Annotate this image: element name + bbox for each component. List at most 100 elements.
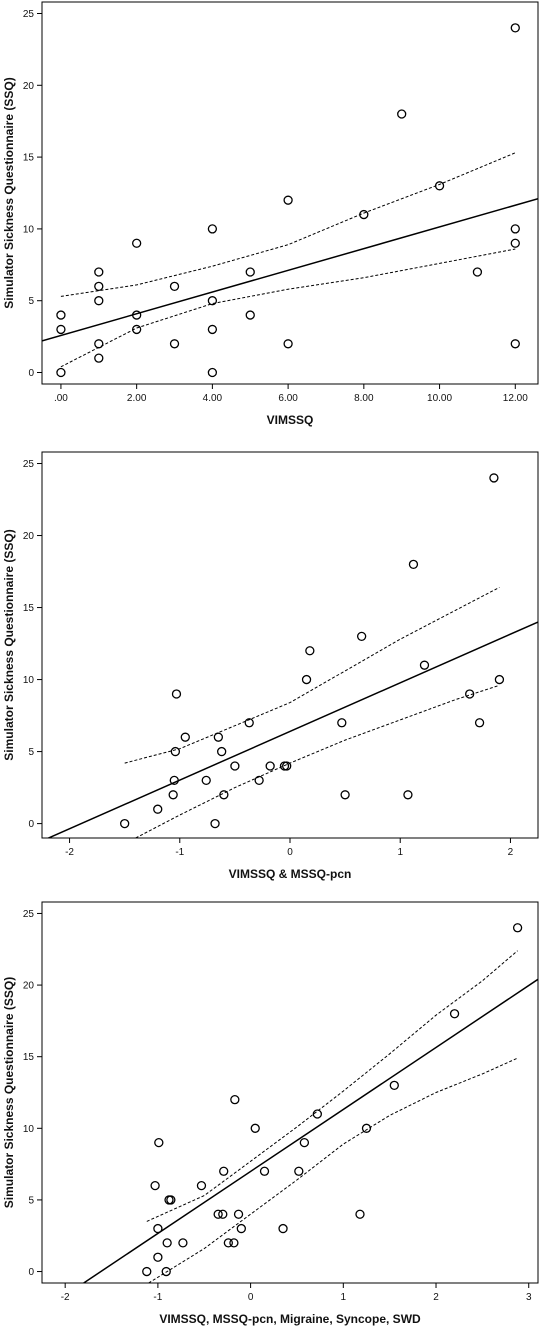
data-point <box>161 1266 171 1277</box>
data-point <box>265 761 275 771</box>
y-tick-label: 0 <box>28 1267 34 1278</box>
data-point <box>207 224 218 234</box>
data-point <box>210 818 220 829</box>
data-point <box>219 790 229 800</box>
data-point <box>180 732 190 742</box>
data-point <box>230 1095 240 1105</box>
y-tick-label: 15 <box>23 1052 35 1063</box>
y-tick-label: 0 <box>28 819 34 830</box>
data-point <box>56 310 66 320</box>
data-point <box>244 718 254 728</box>
data-point <box>236 1223 246 1234</box>
data-point <box>230 761 240 771</box>
data-point <box>278 1223 288 1234</box>
y-tick-label: 20 <box>23 531 35 542</box>
y-tick-label: 20 <box>23 981 35 992</box>
plot-layer <box>42 152 538 368</box>
data-point <box>171 689 182 699</box>
y-tick-label: 15 <box>23 153 35 164</box>
regression-line <box>42 197 538 342</box>
data-point <box>355 1209 365 1219</box>
data-point <box>294 1166 304 1176</box>
data-point <box>361 1123 372 1133</box>
data-point <box>213 1209 223 1219</box>
data-point <box>419 660 430 670</box>
y-tick-label: 25 <box>23 9 35 20</box>
data-point <box>510 23 520 33</box>
x-tick-label: .00 <box>54 393 68 404</box>
data-point <box>359 209 369 220</box>
x-tick-label: -1 <box>153 1292 162 1303</box>
data-point <box>94 296 104 306</box>
data-point <box>510 224 520 234</box>
data-point <box>356 631 367 642</box>
data-point <box>169 281 180 291</box>
data-point <box>229 1238 239 1248</box>
data-point <box>219 1166 229 1176</box>
data-point <box>169 339 180 349</box>
x-tick-label: 12.00 <box>503 393 528 404</box>
y-tick-label: 10 <box>23 224 35 235</box>
data-point <box>153 1223 163 1234</box>
plot-frame <box>41 451 539 839</box>
x-axis-title: VIMSSQ, MSSQ-pcn, Migraine, Syncope, SWD <box>159 1312 421 1326</box>
data-point <box>434 181 445 191</box>
confidence-band-upper <box>60 152 516 297</box>
data-point <box>178 1238 188 1248</box>
x-tick-label: -2 <box>61 1292 70 1303</box>
data-point <box>150 1180 160 1191</box>
data-point <box>213 732 224 742</box>
regression-line <box>83 978 538 1283</box>
x-tick-label: 1 <box>341 1292 347 1303</box>
data-point <box>250 1123 260 1133</box>
data-point <box>465 689 475 699</box>
data-point <box>168 790 178 800</box>
x-tick-label: -2 <box>65 847 74 858</box>
data-point <box>153 804 163 814</box>
data-point <box>170 746 181 757</box>
x-axis-title: VIMSSQ & MSSQ-pcn <box>229 867 352 881</box>
data-point <box>337 718 347 728</box>
data-point <box>449 1009 460 1019</box>
data-point <box>489 473 499 483</box>
plot-frame <box>41 1 539 385</box>
x-tick-label: 0 <box>287 847 293 858</box>
scatter-panel-vimssq: 0 5 10 15 20 25 .00 2.00 4.00 6.00 8.00 10.00 12.00 V… <box>2 1 539 427</box>
data-point <box>301 674 312 685</box>
data-point <box>132 310 142 320</box>
data-point <box>207 296 218 306</box>
y-tick-label: 10 <box>23 1124 35 1135</box>
data-point <box>510 238 520 248</box>
data-point <box>474 718 485 728</box>
data-point <box>217 746 227 757</box>
data-point <box>132 238 142 248</box>
data-point <box>207 367 218 378</box>
confidence-band-upper <box>146 950 518 1222</box>
plot-layer <box>83 950 538 1283</box>
x-tick-label: -1 <box>175 847 184 858</box>
y-tick-label: 20 <box>23 81 35 92</box>
data-point <box>245 267 255 277</box>
x-tick-label: 2.00 <box>127 393 147 404</box>
confidence-band-lower <box>135 684 500 838</box>
plot-frame <box>41 901 539 1284</box>
data-point <box>408 559 419 569</box>
data-point <box>305 646 315 656</box>
data-point <box>120 818 130 829</box>
data-point <box>153 1252 163 1262</box>
x-tick-label: 4.00 <box>203 393 223 404</box>
data-point <box>283 339 293 349</box>
data-point <box>154 1137 164 1148</box>
confidence-band-lower <box>60 248 516 368</box>
x-tick-label: 2 <box>433 1292 439 1303</box>
y-tick-label: 5 <box>28 296 34 307</box>
plot-layer <box>46 586 538 838</box>
data-point <box>223 1238 233 1248</box>
data-point <box>340 790 350 800</box>
data-point <box>299 1137 310 1148</box>
data-point <box>218 1209 228 1219</box>
x-axis-title: VIMSSQ <box>267 413 314 427</box>
data-point <box>132 324 142 335</box>
data-point <box>169 775 179 786</box>
data-point <box>94 353 104 363</box>
